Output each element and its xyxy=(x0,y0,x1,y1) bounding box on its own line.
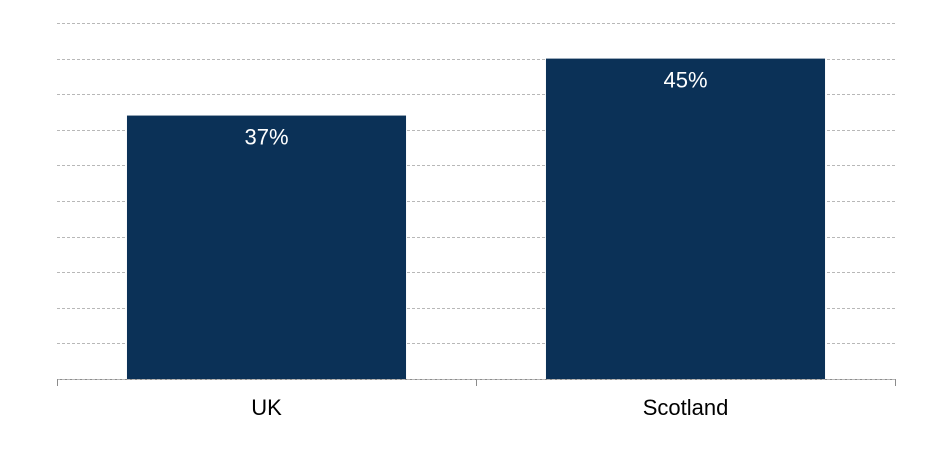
bar xyxy=(126,115,407,379)
value-label: 37% xyxy=(244,124,288,149)
bar xyxy=(545,58,826,379)
x-tick-label: Scotland xyxy=(643,395,729,420)
x-tick-label: UK xyxy=(251,395,282,420)
value-label: 45% xyxy=(663,67,707,92)
